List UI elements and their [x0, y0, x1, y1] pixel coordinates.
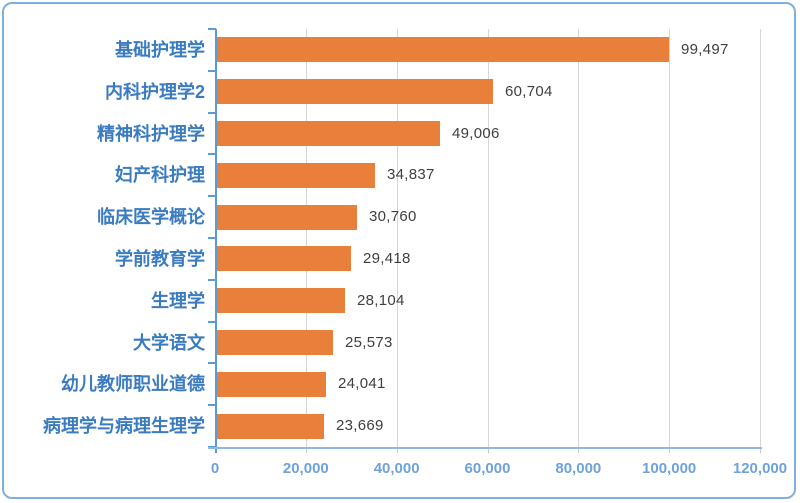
- y-axis: [215, 29, 217, 453]
- y-axis-tick: [208, 153, 216, 156]
- bar: [217, 371, 326, 397]
- bar: [217, 79, 493, 105]
- x-axis-tick: [396, 449, 398, 453]
- value-label: 24,041: [338, 375, 386, 393]
- value-label: 34,837: [387, 166, 435, 184]
- gridline: [305, 29, 307, 447]
- gridline: [487, 29, 489, 447]
- category-label: 学前教育学: [115, 248, 205, 269]
- x-axis-tick: [305, 449, 307, 453]
- category-label: 病理学与病理生理学: [43, 416, 205, 437]
- category-label: 生理学: [151, 290, 205, 311]
- y-axis-tick: [208, 195, 216, 198]
- y-axis-tick: [208, 69, 216, 72]
- x-axis-tick-label: 100,000: [642, 460, 697, 477]
- x-axis-tick-label: 20,000: [282, 460, 329, 477]
- y-axis-tick: [208, 362, 216, 365]
- bar: [217, 204, 357, 230]
- y-axis-tick: [208, 278, 216, 281]
- value-label: 99,497: [681, 40, 729, 58]
- category-label: 临床医学概论: [97, 207, 205, 228]
- gridline: [760, 29, 761, 447]
- plot-area: 基础护理学 99,497 内科护理学2 60,704 精神科护理学 49,006 妇产科护理…: [4, 4, 800, 503]
- x-axis-tick: [669, 449, 671, 453]
- bar: [217, 37, 669, 63]
- x-axis-tick-label: 40,000: [373, 460, 420, 477]
- bar: [217, 246, 351, 272]
- value-label: 23,669: [336, 417, 384, 435]
- value-label: 29,418: [363, 249, 411, 267]
- gridline: [669, 29, 671, 447]
- bar: [217, 288, 345, 314]
- value-label: 49,006: [452, 124, 500, 142]
- x-axis-tick: [760, 449, 761, 453]
- category-label: 妇产科护理: [115, 165, 205, 186]
- y-axis-tick: [208, 28, 216, 30]
- category-label: 幼儿教师职业道德: [61, 374, 205, 395]
- category-label: 大学语文: [133, 332, 205, 353]
- value-label: 60,704: [505, 82, 553, 100]
- bar: [217, 330, 333, 355]
- x-axis-tick: [487, 449, 489, 453]
- x-axis-tick-label: 60,000: [464, 460, 511, 477]
- bar: [217, 162, 375, 188]
- y-axis-tick: [208, 237, 216, 239]
- bar: [217, 413, 324, 439]
- y-axis-tick: [208, 320, 216, 323]
- x-axis-tick-label: 120,000: [732, 460, 788, 477]
- value-label: 28,104: [357, 291, 405, 309]
- x-axis-tick-label: 80,000: [555, 460, 602, 477]
- gridline: [396, 29, 398, 447]
- y-axis-tick: [208, 404, 216, 407]
- y-axis-tick: [208, 111, 216, 114]
- x-axis: [208, 447, 762, 449]
- category-label: 基础护理学: [115, 39, 205, 60]
- x-axis-tick-label: 0: [210, 460, 220, 477]
- gridline: [578, 29, 580, 447]
- x-axis-tick: [578, 449, 580, 453]
- category-label: 内科护理学2: [104, 81, 205, 102]
- category-label: 精神科护理学: [97, 123, 205, 144]
- bar: [217, 121, 440, 146]
- value-label: 25,573: [345, 333, 393, 351]
- value-label: 30,760: [369, 208, 417, 226]
